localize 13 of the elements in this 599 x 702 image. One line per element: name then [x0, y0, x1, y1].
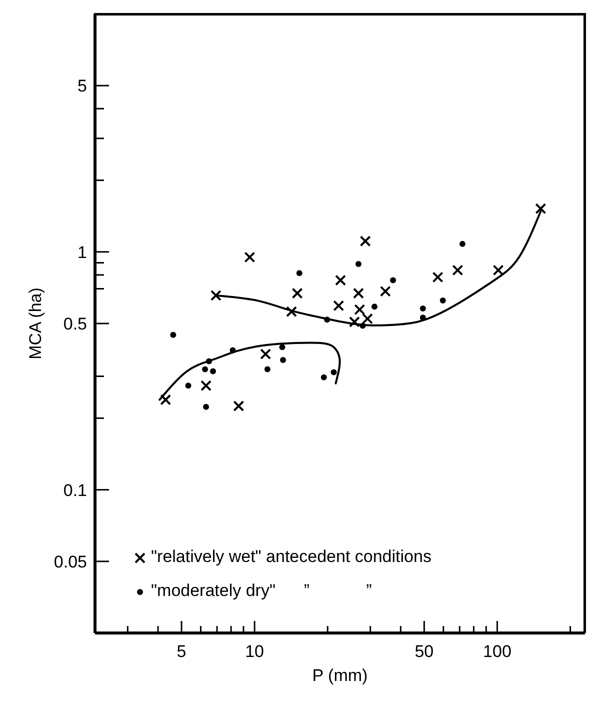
y-axis-title: MCA (ha): [26, 288, 46, 360]
y-tick-label: 0.1: [63, 480, 87, 500]
x-tick-label: 10: [245, 642, 264, 661]
x-axis-title: P (mm): [312, 666, 368, 685]
x-tick-label: 100: [483, 642, 512, 661]
legend-label: "moderately dry" ” ”: [151, 580, 372, 602]
x-tick-label: 5: [176, 642, 186, 661]
y-tick-label: 0.5: [63, 314, 87, 334]
y-tick-label: 0.05: [54, 552, 87, 572]
y-tick-label: 1: [78, 242, 87, 262]
y-tick-label: 5: [78, 76, 87, 96]
legend-label: "relatively wet" antecedent conditions: [151, 546, 432, 568]
x-tick-label: 50: [414, 642, 434, 661]
